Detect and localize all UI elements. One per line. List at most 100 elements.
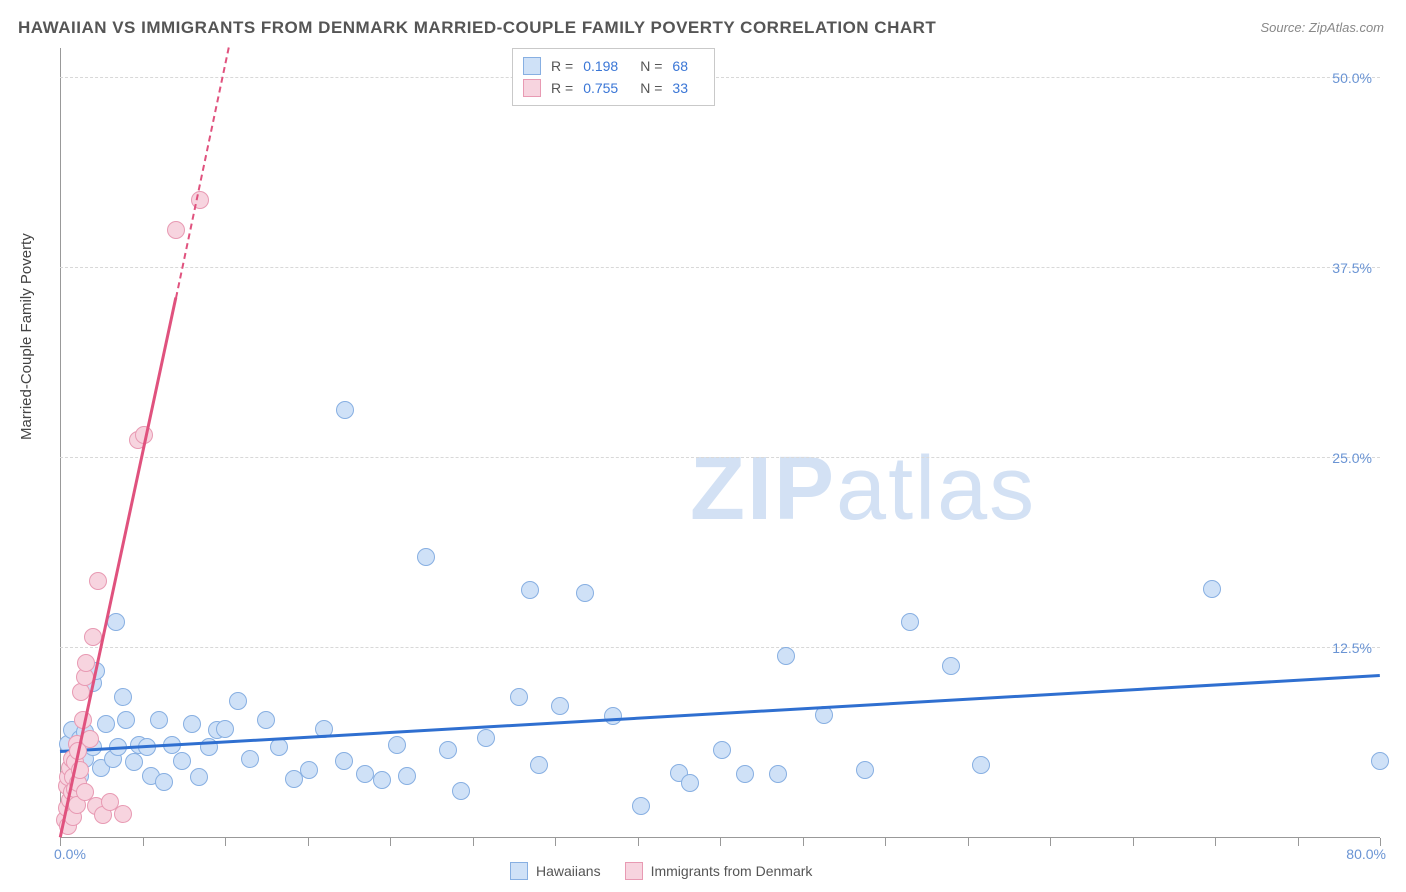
gridline — [60, 267, 1380, 268]
marker-hawaiians — [576, 584, 594, 602]
x-tick — [968, 838, 969, 846]
x-tick — [803, 838, 804, 846]
marker-hawaiians — [241, 750, 259, 768]
marker-hawaiians — [521, 581, 539, 599]
marker-hawaiians — [150, 711, 168, 729]
x-max-label: 80.0% — [1346, 846, 1386, 862]
legend-item-denmark: Immigrants from Denmark — [625, 862, 813, 880]
legend-label-hawaiians: Hawaiians — [536, 863, 601, 879]
marker-hawaiians — [1203, 580, 1221, 598]
source-attribution: Source: ZipAtlas.com — [1260, 20, 1384, 35]
chart-title: HAWAIIAN VS IMMIGRANTS FROM DENMARK MARR… — [18, 18, 936, 38]
y-tick-label: 12.5% — [1332, 640, 1372, 656]
x-tick — [555, 838, 556, 846]
scatter-plot-area: ZIPatlas 12.5%25.0%37.5%50.0%0.0%80.0% — [60, 48, 1380, 838]
x-tick — [1133, 838, 1134, 846]
x-tick — [1298, 838, 1299, 846]
marker-denmark — [114, 805, 132, 823]
legend-swatch-denmark-2 — [625, 862, 643, 880]
legend-swatch-hawaiians — [523, 57, 541, 75]
legend-label-denmark: Immigrants from Denmark — [651, 863, 813, 879]
legend-swatch-denmark — [523, 79, 541, 97]
marker-hawaiians — [681, 774, 699, 792]
marker-hawaiians — [398, 767, 416, 785]
marker-hawaiians — [1371, 752, 1389, 770]
x-tick — [1215, 838, 1216, 846]
x-tick — [473, 838, 474, 846]
marker-hawaiians — [510, 688, 528, 706]
marker-hawaiians — [551, 697, 569, 715]
marker-denmark — [167, 221, 185, 239]
marker-hawaiians — [713, 741, 731, 759]
marker-hawaiians — [97, 715, 115, 733]
legend-swatch-hawaiians-2 — [510, 862, 528, 880]
marker-hawaiians — [477, 729, 495, 747]
gridline — [60, 77, 1380, 78]
legend-stats-row-2: R = 0.755 N = 33 — [523, 77, 700, 99]
marker-hawaiians — [942, 657, 960, 675]
marker-denmark — [89, 572, 107, 590]
legend-r-label: R = — [551, 55, 573, 77]
x-tick — [308, 838, 309, 846]
x-tick — [885, 838, 886, 846]
y-tick-label: 37.5% — [1332, 260, 1372, 276]
marker-hawaiians — [155, 773, 173, 791]
marker-hawaiians — [229, 692, 247, 710]
marker-hawaiians — [216, 720, 234, 738]
marker-hawaiians — [300, 761, 318, 779]
gridline — [60, 647, 1380, 648]
legend-r-value-2: 0.755 — [583, 77, 618, 99]
x-tick — [638, 838, 639, 846]
marker-hawaiians — [439, 741, 457, 759]
marker-hawaiians — [972, 756, 990, 774]
x-tick — [1380, 838, 1381, 846]
marker-hawaiians — [417, 548, 435, 566]
legend-n-value-1: 68 — [672, 55, 688, 77]
watermark-text: ZIPatlas — [690, 438, 1036, 541]
legend-n-label: N = — [640, 77, 662, 99]
y-tick-label: 50.0% — [1332, 70, 1372, 86]
marker-hawaiians — [373, 771, 391, 789]
gridline — [60, 457, 1380, 458]
x-tick — [225, 838, 226, 846]
legend-series: Hawaiians Immigrants from Denmark — [510, 862, 812, 880]
marker-hawaiians — [736, 765, 754, 783]
legend-item-hawaiians: Hawaiians — [510, 862, 601, 880]
legend-n-label: N = — [640, 55, 662, 77]
trendline-denmark-ext — [175, 47, 230, 298]
marker-hawaiians — [173, 752, 191, 770]
marker-hawaiians — [901, 613, 919, 631]
x-tick — [60, 838, 61, 846]
y-axis-title: Married-Couple Family Poverty — [18, 233, 35, 440]
marker-hawaiians — [856, 761, 874, 779]
legend-n-value-2: 33 — [672, 77, 688, 99]
marker-denmark — [77, 654, 95, 672]
marker-hawaiians — [604, 707, 622, 725]
x-min-label: 0.0% — [54, 846, 86, 862]
marker-hawaiians — [107, 613, 125, 631]
y-axis-line — [60, 48, 61, 838]
marker-hawaiians — [769, 765, 787, 783]
marker-hawaiians — [257, 711, 275, 729]
y-tick-label: 25.0% — [1332, 450, 1372, 466]
marker-hawaiians — [335, 752, 353, 770]
marker-hawaiians — [336, 401, 354, 419]
marker-hawaiians — [452, 782, 470, 800]
marker-hawaiians — [530, 756, 548, 774]
x-tick — [390, 838, 391, 846]
marker-hawaiians — [125, 753, 143, 771]
legend-stats: R = 0.198 N = 68 R = 0.755 N = 33 — [512, 48, 715, 106]
marker-hawaiians — [632, 797, 650, 815]
marker-hawaiians — [183, 715, 201, 733]
marker-hawaiians — [190, 768, 208, 786]
x-tick — [720, 838, 721, 846]
marker-hawaiians — [117, 711, 135, 729]
legend-r-label: R = — [551, 77, 573, 99]
legend-r-value-1: 0.198 — [583, 55, 618, 77]
x-tick — [143, 838, 144, 846]
x-tick — [1050, 838, 1051, 846]
marker-hawaiians — [356, 765, 374, 783]
marker-hawaiians — [114, 688, 132, 706]
marker-hawaiians — [388, 736, 406, 754]
marker-hawaiians — [777, 647, 795, 665]
